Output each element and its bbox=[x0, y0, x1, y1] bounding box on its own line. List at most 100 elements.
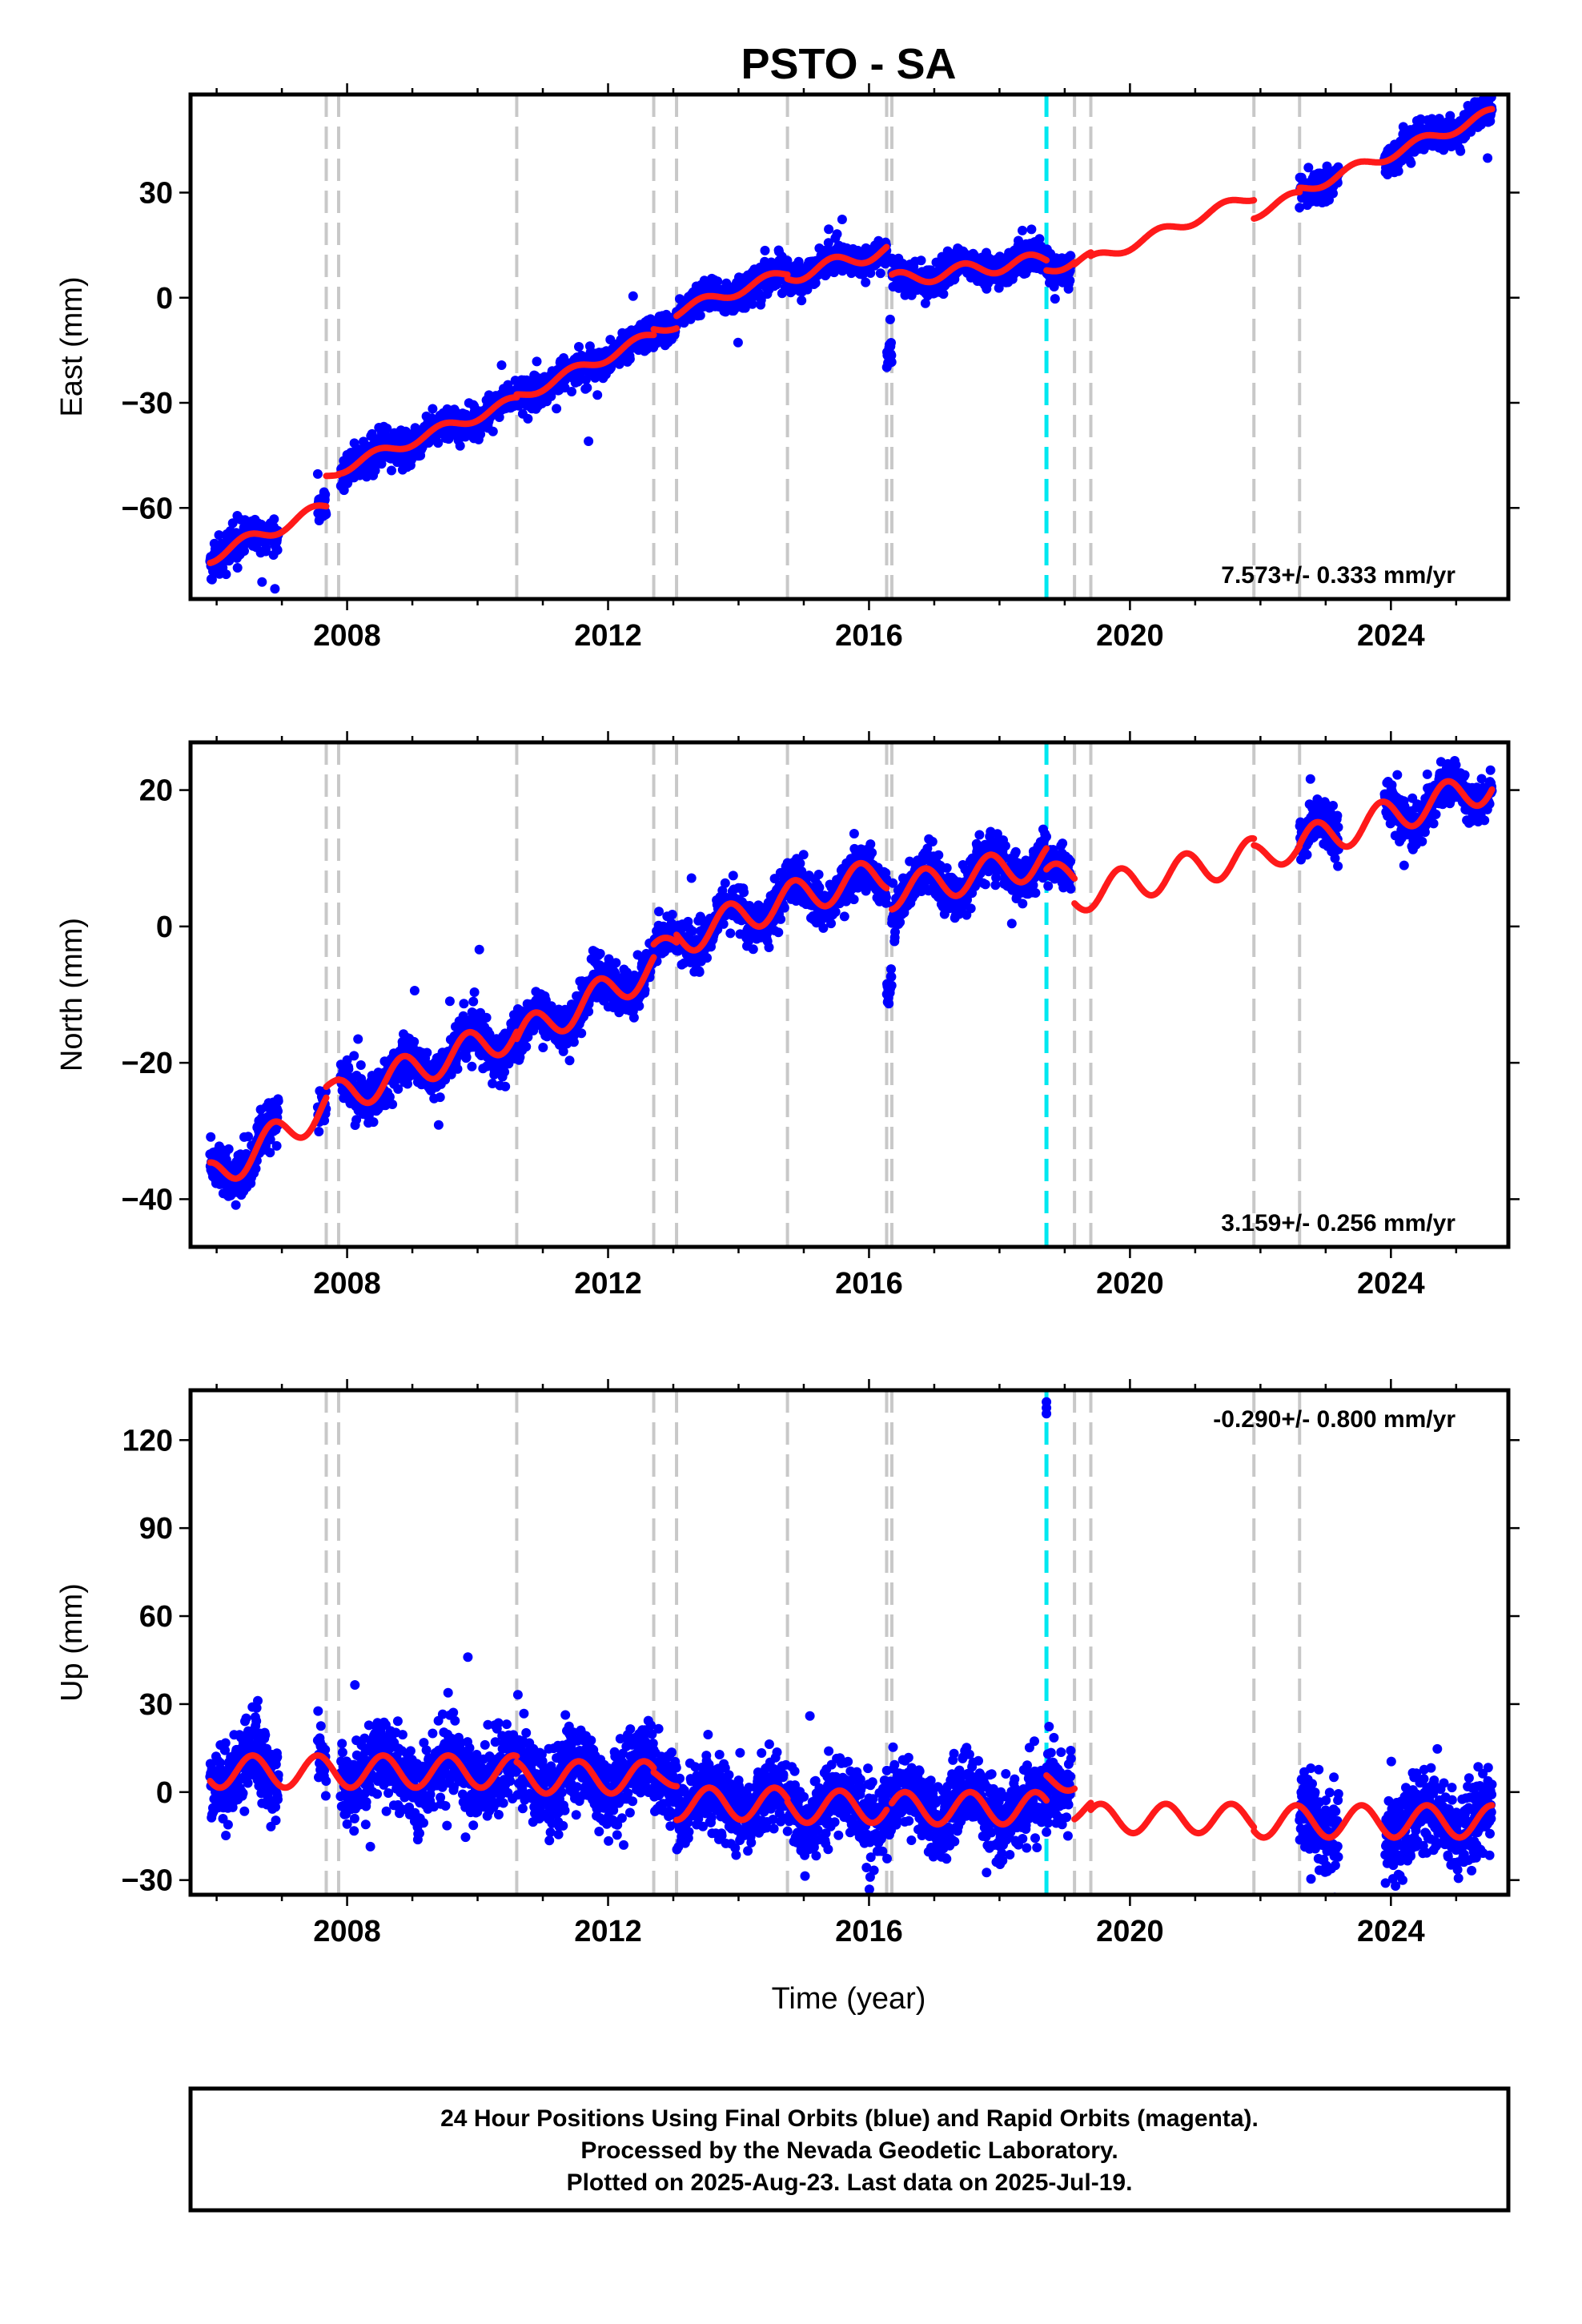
data-point bbox=[994, 283, 1004, 293]
data-point bbox=[1026, 224, 1037, 235]
data-point bbox=[273, 1106, 283, 1116]
data-point bbox=[257, 577, 267, 587]
data-point bbox=[452, 1063, 463, 1074]
data-point bbox=[227, 518, 238, 529]
data-point bbox=[321, 509, 331, 520]
data-point bbox=[837, 215, 847, 224]
data-point bbox=[444, 996, 455, 1007]
data-point bbox=[880, 259, 890, 269]
data-point bbox=[474, 944, 484, 955]
plot-frame bbox=[188, 92, 1511, 601]
model-fit-line bbox=[1043, 259, 1078, 275]
data-point bbox=[1014, 235, 1023, 246]
y-axis-label: East (mm) bbox=[55, 276, 89, 416]
data-point bbox=[353, 1034, 363, 1044]
data-point bbox=[782, 255, 793, 266]
data-point bbox=[1295, 203, 1305, 213]
data-point bbox=[455, 440, 465, 451]
data-point bbox=[433, 1120, 444, 1130]
y-tick-label: −60 bbox=[122, 492, 173, 525]
data-point bbox=[265, 1135, 275, 1144]
data-point bbox=[667, 910, 677, 919]
data-point bbox=[582, 383, 592, 393]
data-point bbox=[272, 545, 283, 555]
x-tick-label: 2016 bbox=[835, 619, 903, 653]
data-point bbox=[496, 360, 507, 370]
data-point bbox=[409, 1036, 420, 1047]
data-point bbox=[695, 310, 705, 320]
data-point bbox=[1065, 275, 1075, 286]
data-point bbox=[221, 569, 231, 580]
data-point bbox=[476, 429, 486, 440]
data-point bbox=[351, 1115, 362, 1125]
data-point bbox=[523, 1031, 533, 1042]
data-point bbox=[387, 1100, 398, 1109]
data-point bbox=[314, 1127, 324, 1136]
data-point bbox=[270, 584, 280, 594]
data-point bbox=[823, 238, 833, 248]
data-point bbox=[592, 390, 603, 400]
data-point bbox=[1018, 225, 1027, 235]
model-fit-line bbox=[1251, 188, 1303, 222]
data-point bbox=[494, 412, 504, 422]
data-point bbox=[251, 1164, 261, 1174]
data-point bbox=[269, 514, 279, 525]
data-point bbox=[861, 277, 871, 287]
data-point bbox=[865, 268, 876, 278]
data-point bbox=[428, 404, 438, 414]
data-point bbox=[433, 438, 444, 448]
data-point bbox=[1456, 146, 1466, 156]
data-point bbox=[747, 299, 757, 309]
x-tick-label: 2020 bbox=[1096, 619, 1164, 653]
data-point bbox=[564, 1055, 575, 1066]
data-point bbox=[468, 996, 479, 1007]
data-point bbox=[488, 426, 498, 436]
data-point bbox=[368, 1117, 379, 1128]
data-point bbox=[1479, 64, 1488, 74]
data-point bbox=[243, 1132, 253, 1142]
data-point bbox=[624, 354, 635, 364]
data-point bbox=[916, 255, 926, 266]
data-point bbox=[694, 967, 705, 977]
data-point bbox=[654, 907, 664, 917]
data-point bbox=[595, 948, 605, 959]
data-point bbox=[885, 314, 895, 324]
data-point bbox=[1328, 188, 1338, 199]
model-fit-line bbox=[673, 270, 791, 320]
data-point bbox=[484, 1029, 495, 1039]
data-point bbox=[574, 342, 584, 352]
data-point bbox=[584, 436, 594, 446]
data-point bbox=[1393, 166, 1403, 176]
data-point bbox=[568, 1037, 579, 1047]
data-point bbox=[349, 1051, 359, 1061]
y-tick-label: 30 bbox=[139, 177, 173, 211]
final-orbit-points bbox=[205, 64, 1497, 594]
data-point bbox=[886, 338, 896, 348]
data-point bbox=[312, 468, 323, 479]
model-fit-line bbox=[784, 243, 890, 284]
data-point bbox=[459, 1014, 469, 1024]
data-point bbox=[713, 276, 723, 287]
model-fit-line bbox=[207, 502, 330, 566]
model-fit-line bbox=[513, 332, 657, 398]
data-point bbox=[576, 1028, 587, 1039]
data-point bbox=[523, 413, 533, 424]
data-point bbox=[232, 563, 243, 573]
data-point bbox=[605, 335, 616, 345]
data-point bbox=[634, 1001, 644, 1011]
data-point bbox=[343, 1064, 354, 1074]
data-point bbox=[733, 337, 743, 348]
data-point bbox=[1066, 251, 1076, 261]
data-point bbox=[500, 1067, 510, 1077]
chart-title: PSTO - SA bbox=[741, 40, 956, 88]
model-fit-line bbox=[1071, 249, 1094, 267]
data-point bbox=[271, 1140, 282, 1151]
plot-area bbox=[205, 742, 1497, 1247]
data-point bbox=[355, 1060, 366, 1070]
data-point bbox=[702, 953, 712, 963]
data-point bbox=[461, 1052, 472, 1063]
data-point bbox=[521, 1042, 532, 1051]
data-point bbox=[1050, 294, 1060, 304]
data-point bbox=[265, 1148, 275, 1158]
